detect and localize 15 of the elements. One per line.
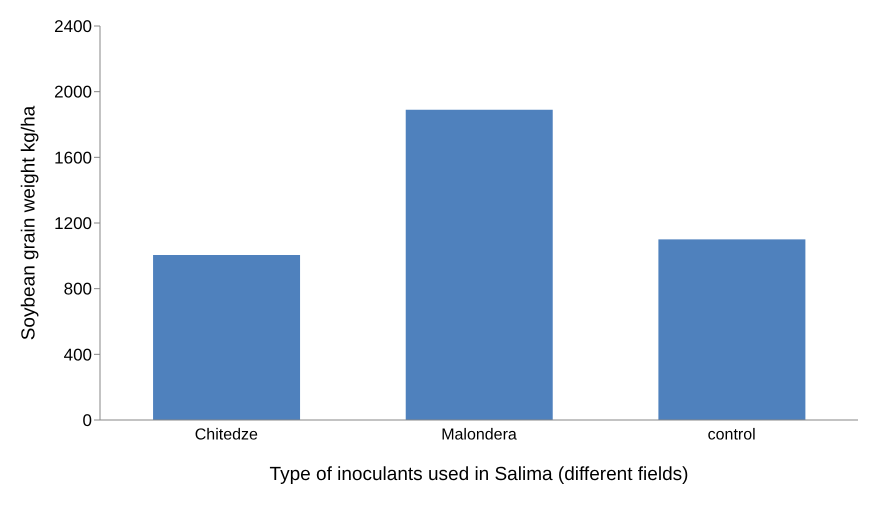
y-tick-label: 1200 — [54, 214, 92, 234]
y-tick-label: 2400 — [54, 17, 92, 36]
y-tick-label: 800 — [64, 280, 92, 299]
y-tick-label: 2000 — [54, 82, 92, 102]
bar — [658, 239, 806, 420]
y-tick-label: 0 — [82, 411, 92, 430]
x-tick-label: Malondera — [441, 426, 517, 444]
x-tick-label: control — [708, 426, 756, 444]
y-axis-title: Soybean grain weight kg/ha — [18, 105, 40, 340]
y-tick-label: 400 — [64, 345, 92, 364]
x-axis-title: Type of inoculants used in Salima (different fields) — [270, 464, 688, 485]
bar — [153, 255, 300, 420]
y-tick-label: 1600 — [54, 148, 92, 168]
bar — [406, 110, 553, 420]
x-tick-label: Chitedze — [194, 426, 258, 444]
